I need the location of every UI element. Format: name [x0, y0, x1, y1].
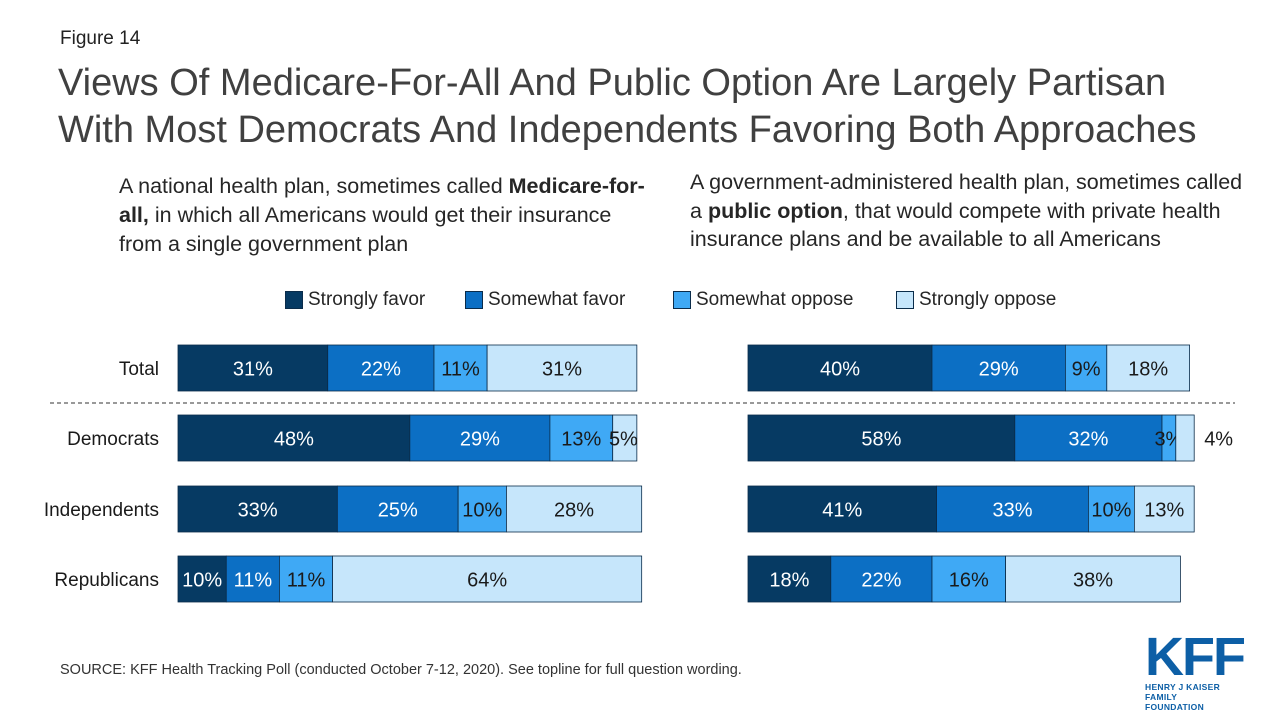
value-label-left-independents-somewhat-favor: 25%	[378, 500, 418, 522]
value-label-left-independents-somewhat-oppose: 10%	[462, 500, 502, 522]
bar-left-independents-strongly-favor	[177, 485, 338, 533]
category-label-republicans: Republicans	[54, 570, 159, 591]
bar-right-total-strongly-favor	[747, 344, 933, 392]
legend-swatch-somewhat-oppose	[673, 291, 691, 309]
title-line-2: With Most Democrats And Independents Fav…	[58, 109, 1197, 151]
bar-left-republicans-strongly-oppose	[332, 555, 643, 603]
legend-swatch-strongly-oppose	[896, 291, 914, 309]
logo-subtitle-2: FAMILY FOUNDATION	[1145, 692, 1205, 712]
bar-right-republicans-strongly-oppose	[1005, 555, 1181, 603]
bar-right-independents-somewhat-favor	[936, 485, 1089, 533]
value-label-left-independents-strongly-oppose: 28%	[554, 500, 594, 522]
legend-label-strongly-oppose: Strongly oppose	[919, 289, 1057, 310]
value-label-left-total-somewhat-oppose: 11%	[441, 359, 480, 381]
value-label-left-republicans-strongly-favor: 10%	[182, 570, 222, 592]
title-line-1: Views Of Medicare-For-All And Public Opt…	[58, 62, 1167, 104]
logo-wordmark: KFF	[1145, 627, 1246, 687]
bar-right-independents-strongly-oppose	[1134, 485, 1195, 533]
value-label-right-democrats-strongly-oppose: 4%	[1204, 429, 1233, 451]
bar-right-democrats-somewhat-favor	[1014, 414, 1163, 462]
legend-label-somewhat-oppose: Somewhat oppose	[696, 289, 854, 310]
value-label-right-republicans-somewhat-favor: 22%	[861, 570, 901, 592]
bar-left-democrats-somewhat-oppose	[549, 414, 614, 462]
right-question-text: A government-administered health plan, s…	[690, 168, 1260, 254]
logo-subtitle-1: HENRY J KAISER	[1145, 682, 1221, 692]
value-label-right-independents-somewhat-favor: 33%	[992, 500, 1032, 522]
value-label-right-independents-strongly-favor: 41%	[822, 500, 862, 522]
bar-right-republicans-strongly-favor	[747, 555, 832, 603]
bar-left-democrats-strongly-oppose	[612, 414, 638, 462]
value-label-left-republicans-strongly-oppose: 64%	[467, 570, 507, 592]
page-title: Views Of Medicare-For-All And Public Opt…	[58, 60, 1268, 154]
bar-right-total-strongly-oppose	[1106, 344, 1191, 392]
value-label-right-democrats-somewhat-favor: 32%	[1068, 429, 1108, 451]
value-label-left-independents-strongly-favor: 33%	[238, 500, 278, 522]
legend-item-strongly-oppose: Strongly oppose	[896, 288, 1056, 312]
bar-left-independents-somewhat-oppose	[457, 485, 507, 533]
right-question-pre: A government-administered health plan, s…	[690, 170, 1243, 223]
legend-item-somewhat-oppose: Somewhat oppose	[673, 288, 853, 312]
category-label-total: Total	[119, 359, 159, 380]
value-label-left-total-strongly-favor: 31%	[233, 359, 273, 381]
kff-logo: KFF HENRY J KAISER FAMILY FOUNDATION	[1145, 627, 1246, 712]
value-label-right-total-strongly-oppose: 18%	[1128, 359, 1168, 381]
bar-right-republicans-somewhat-favor	[830, 555, 933, 603]
bar-left-total-strongly-favor	[177, 344, 329, 392]
bar-right-democrats-strongly-oppose	[1175, 414, 1195, 462]
left-question-post: in which all Americans would get their i…	[119, 203, 612, 256]
left-question-text: A national health plan, sometimes called…	[119, 172, 659, 259]
bar-right-total-somewhat-oppose	[1065, 344, 1108, 392]
bar-right-independents-somewhat-oppose	[1088, 485, 1135, 533]
value-label-left-democrats-strongly-favor: 48%	[274, 429, 314, 451]
right-question-post: , that would compete with private health…	[690, 198, 1221, 252]
value-label-right-democrats-strongly-favor: 58%	[861, 429, 901, 451]
value-label-right-total-somewhat-oppose: 9%	[1072, 359, 1101, 381]
value-label-right-republicans-strongly-oppose: 38%	[1073, 570, 1113, 592]
legend-item-somewhat-favor: Somewhat favor	[465, 288, 625, 312]
bar-right-democrats-strongly-favor	[747, 414, 1016, 462]
value-label-left-democrats-somewhat-favor: 29%	[460, 429, 500, 451]
legend-swatch-strongly-favor	[285, 291, 303, 309]
value-label-left-republicans-somewhat-oppose: 11%	[287, 570, 326, 592]
legend-label-somewhat-favor: Somewhat favor	[488, 289, 626, 310]
bar-right-independents-strongly-favor	[747, 485, 938, 533]
value-label-left-democrats-somewhat-oppose: 13%	[561, 429, 601, 451]
bar-left-total-strongly-oppose	[486, 344, 638, 392]
value-label-left-total-strongly-oppose: 31%	[542, 359, 582, 381]
category-label-democrats: Democrats	[67, 429, 159, 450]
left-question-bold: Medicare-for-all,	[119, 174, 645, 227]
bar-right-republicans-somewhat-oppose	[931, 555, 1006, 603]
bar-left-independents-strongly-oppose	[506, 485, 643, 533]
bar-left-total-somewhat-favor	[327, 344, 435, 392]
bar-left-independents-somewhat-favor	[336, 485, 459, 533]
value-label-right-republicans-somewhat-oppose: 16%	[949, 570, 989, 592]
category-label-independents: Independents	[44, 500, 159, 521]
legend-label-strongly-favor: Strongly favor	[308, 289, 426, 310]
figure-label: Figure 14	[60, 28, 141, 49]
legend-item-strongly-favor: Strongly favor	[285, 288, 425, 312]
value-label-right-independents-strongly-oppose: 13%	[1144, 500, 1184, 522]
value-label-left-total-somewhat-favor: 22%	[361, 359, 401, 381]
bar-left-democrats-strongly-favor	[177, 414, 411, 462]
right-question-bold: public option	[707, 198, 843, 223]
bar-left-republicans-somewhat-favor	[225, 555, 280, 603]
value-label-right-republicans-strongly-favor: 18%	[769, 570, 809, 592]
value-label-right-independents-somewhat-oppose: 10%	[1091, 500, 1131, 522]
bar-left-republicans-strongly-favor	[177, 555, 227, 603]
bar-left-democrats-somewhat-favor	[409, 414, 551, 462]
value-label-left-republicans-somewhat-favor: 11%	[234, 570, 273, 592]
left-question-pre: A national health plan, sometimes called	[119, 174, 509, 198]
bar-left-republicans-somewhat-oppose	[279, 555, 333, 603]
source-note: SOURCE: KFF Health Tracking Poll (conduc…	[60, 662, 742, 678]
bar-left-total-somewhat-oppose	[433, 344, 488, 392]
value-label-left-democrats-strongly-oppose: 5%	[609, 429, 638, 451]
value-label-right-total-somewhat-favor: 29%	[979, 359, 1019, 381]
legend-swatch-somewhat-favor	[465, 291, 483, 309]
value-label-right-total-strongly-favor: 40%	[820, 359, 860, 381]
